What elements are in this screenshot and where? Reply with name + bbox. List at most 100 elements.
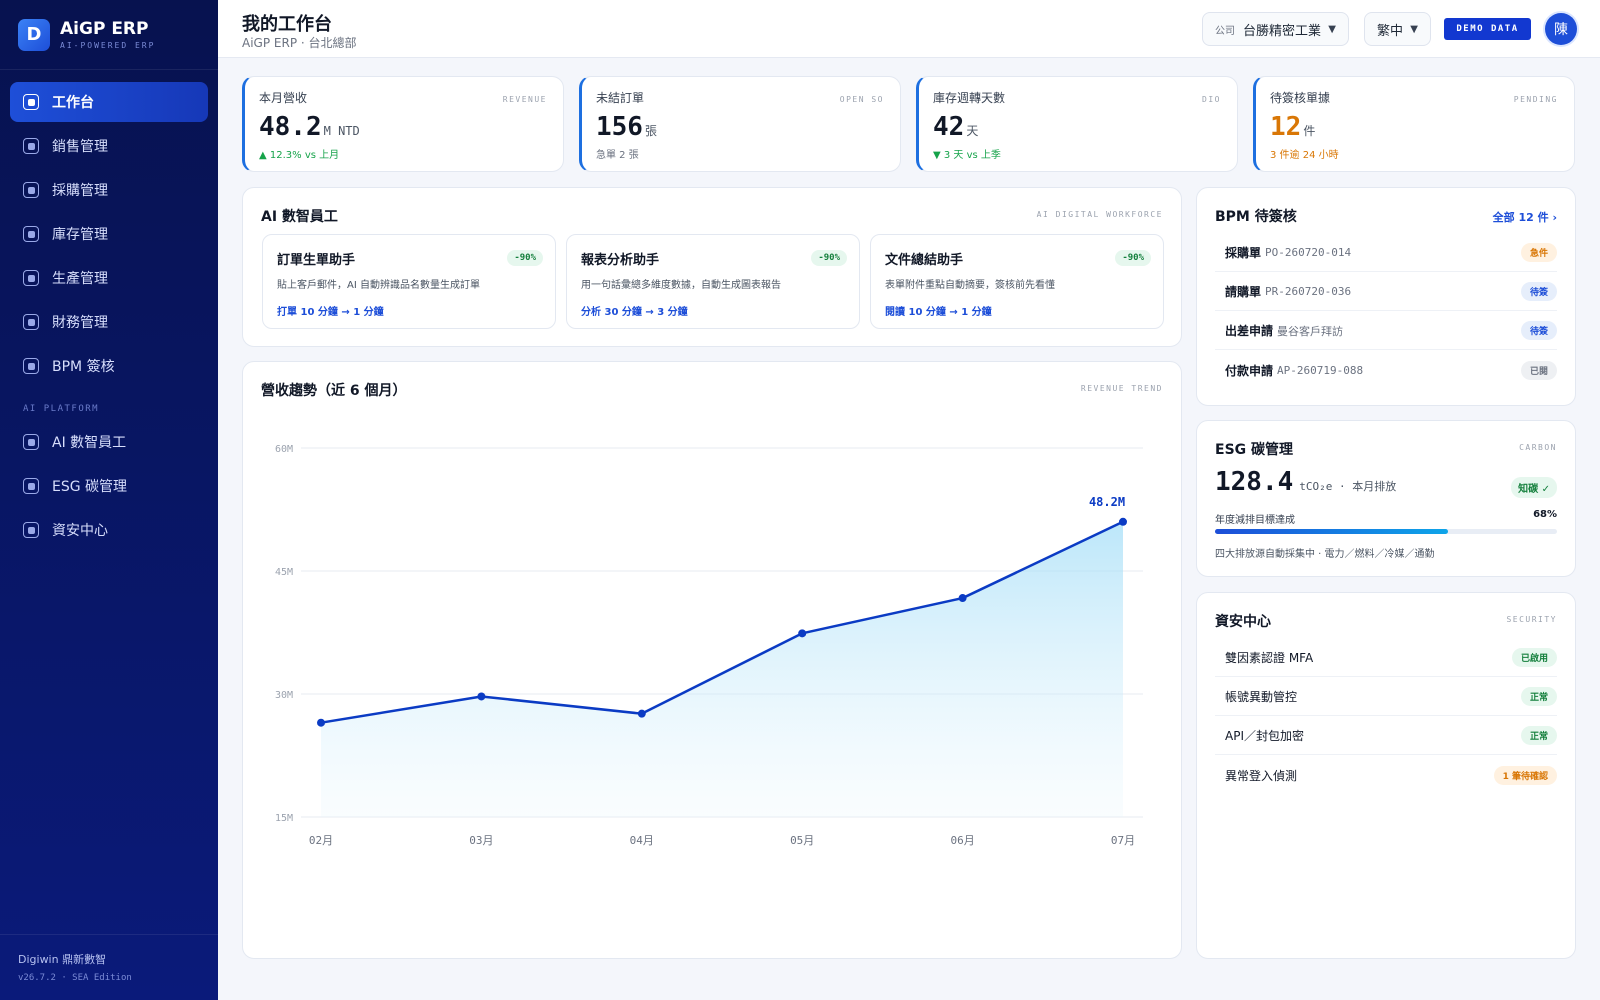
revenue-line (320, 520, 1124, 724)
x-tick-label: 03月 (469, 834, 493, 847)
chart-title: 營收趨勢（近 6 個月） (261, 383, 407, 399)
sidebar-item-esg[interactable]: ESG 碳管理 (10, 466, 208, 506)
company-select[interactable]: 公司 台勝精密工業 ▼ (1202, 12, 1349, 46)
demo-data-badge: DEMO DATA (1444, 18, 1531, 40)
kpi-value: 48.2 (259, 112, 322, 142)
kpi-note: 急單 2 張 (596, 150, 639, 161)
bpm-row[interactable]: 請購單 PR-260720-036 待簽 (1215, 273, 1557, 311)
ai-assistant-report[interactable]: 報表分析助手 -90% 用一句話彙總多維度數據，自動生成圖表報告 分析 30 分… (566, 234, 860, 329)
bpm-row-name: 請購單 (1225, 285, 1262, 299)
x-tick-label: 02月 (309, 834, 333, 847)
bpm-view-all-link[interactable]: 全部 12 件 › (1492, 211, 1557, 224)
security-row[interactable]: 異常登入偵測 1 筆待確認 (1215, 756, 1557, 794)
y-tick-label: 30M (275, 690, 293, 701)
sidebar-item-inventory[interactable]: 庫存管理 (10, 214, 208, 254)
assistant-metric: 分析 30 分鐘 → 3 分鐘 (581, 307, 688, 318)
sidebar-nav: 工作台 銷售管理 採購管理 庫存管理 生產管理 財務管理 BPM 簽核 AI P… (0, 70, 218, 566)
sidebar-item-bpm[interactable]: BPM 簽核 (10, 346, 208, 386)
security-row-label: 雙因素認證 MFA (1225, 651, 1314, 665)
security-row[interactable]: API／封包加密 正常 (1215, 717, 1557, 755)
chart-tag: REVENUE TREND (1080, 384, 1163, 393)
kpi-tag: OPEN SO (839, 95, 884, 104)
x-tick-label: 06月 (950, 834, 974, 847)
bpm-row[interactable]: 出差申請 曼谷客戶拜訪 待簽 (1215, 312, 1557, 350)
sidebar-item-security[interactable]: 資安中心 (10, 510, 208, 550)
footer-company: Digiwin 鼎新數智 (18, 953, 107, 966)
kpi-note: 3 件逾 24 小時 (1270, 150, 1339, 161)
status-badge: 正常 (1520, 687, 1557, 706)
sidebar-item-sales[interactable]: 銷售管理 (10, 126, 208, 166)
avatar[interactable]: 陳 (1545, 13, 1577, 45)
security-row-label: 異常登入偵測 (1225, 768, 1298, 783)
kpi-tag: DIO (1202, 95, 1221, 104)
assistant-desc: 貼上客戶郵件，AI 自動辨識品名數量生成訂單 (277, 280, 480, 291)
ai-assistant-summary[interactable]: 文件總結助手 -90% 表單附件重點自動摘要，簽核前先看懂 閱讀 10 分鐘 →… (870, 234, 1164, 329)
sidebar-item-label: BPM 簽核 (52, 359, 115, 375)
company-select-value: 台勝精密工業 (1243, 23, 1322, 39)
data-point (637, 709, 646, 718)
assistant-name: 文件總結助手 (885, 253, 964, 268)
kpi-unit: 件 (1303, 124, 1316, 138)
kpi-card-open-orders[interactable]: 未結訂單 OPEN SO 156 張 急單 2 張 (579, 76, 901, 172)
assistant-desc: 表單附件重點自動摘要，簽核前先看懂 (885, 280, 1055, 291)
security-row[interactable]: 雙因素認證 MFA 已啟用 (1215, 639, 1557, 677)
sidebar-item-finance[interactable]: 財務管理 (10, 302, 208, 342)
page-subtitle: AiGP ERP · 台北總部 (242, 36, 357, 50)
bpm-row-code: 曼谷客戶拜訪 (1277, 324, 1344, 338)
revenue-trend-chart: 15M 30M 45M 60M 02月 03月 04月 05月 06月 07月 48.2M (275, 444, 1143, 847)
y-tick-label: 15M (275, 813, 293, 824)
kpi-card-revenue[interactable]: 本月營收 REVENUE 48.2 M NTD ▲ 12.3% vs 上月 (242, 76, 564, 172)
esg-icon (23, 478, 39, 494)
assistant-name: 訂單生單助手 (277, 253, 356, 268)
bpm-row-name: 出差申請 (1225, 324, 1274, 338)
kpi-note: ▼ 3 天 vs 上季 (933, 150, 1001, 161)
sidebar-item-purchasing[interactable]: 採購管理 (10, 170, 208, 210)
esg-progress-fill (1215, 529, 1448, 534)
status-badge: 正常 (1520, 726, 1557, 745)
esg-note: 四大排放源自動採集中 · 電力／燃料／冷媒／通勤 (1215, 549, 1435, 560)
footer-version: v26.7.2 · SEA Edition (18, 973, 132, 983)
sidebar-item-label: 資安中心 (52, 523, 108, 539)
security-icon (23, 522, 39, 538)
sidebar-item-label: ESG 碳管理 (52, 479, 128, 495)
status-badge: 急件 (1520, 243, 1557, 262)
top-header: 我的工作台 AiGP ERP · 台北總部 公司 台勝精密工業 ▼ 繁中 ▼ D… (218, 0, 1600, 58)
esg-value: 128.4 (1215, 467, 1294, 497)
finance-icon (23, 314, 39, 330)
sidebar-item-workbench[interactable]: 工作台 (10, 82, 208, 122)
production-icon (23, 270, 39, 286)
bpm-row-name: 付款申請 (1225, 363, 1274, 378)
kpi-unit: 張 (644, 124, 657, 138)
assistant-badge: -90% (811, 250, 847, 266)
kpi-unit: M NTD (323, 124, 360, 138)
kpi-value-row: 48.2 M NTD (259, 112, 549, 142)
bpm-icon (23, 358, 39, 374)
assistant-desc: 用一句話彙總多維度數據，自動生成圖表報告 (581, 280, 781, 291)
status-badge: 1 筆待確認 (1493, 765, 1557, 785)
sidebar-item-production[interactable]: 生產管理 (10, 258, 208, 298)
language-select-value: 繁中 (1377, 23, 1404, 39)
kpi-card-pending[interactable]: 待簽核單據 PENDING 12 件 3 件逾 24 小時 (1253, 76, 1575, 172)
ai-assistant-order[interactable]: 訂單生單助手 -90% 貼上客戶郵件，AI 自動辨識品名數量生成訂單 打單 10… (262, 234, 556, 329)
status-badge: 待簽 (1520, 321, 1557, 340)
brand-name: AiGP ERP (60, 19, 149, 39)
sidebar: D AiGP ERP AI-POWERED ERP 工作台 銷售管理 採購管理 … (0, 0, 218, 1000)
ai-workforce-icon (23, 434, 39, 450)
sidebar-item-label: 工作台 (52, 95, 94, 111)
brand-logo: D (18, 18, 50, 51)
security-card: 資安中心 SECURITY 雙因素認證 MFA 已啟用 帳號異動管控 正常 AP… (1196, 592, 1576, 959)
sidebar-item-ai-workforce[interactable]: AI 數智員工 (10, 422, 208, 462)
language-select[interactable]: 繁中 ▼ (1364, 12, 1431, 46)
brand-tagline: AI-POWERED ERP (60, 41, 156, 50)
brand[interactable]: D AiGP ERP AI-POWERED ERP (0, 0, 218, 70)
kpi-card-dio[interactable]: 庫存週轉天數 DIO 42 天 ▼ 3 天 vs 上季 (916, 76, 1238, 172)
sidebar-item-label: AI 數智員工 (52, 435, 127, 451)
kpi-value: 156 (596, 112, 643, 142)
bpm-row-code: PO-260720-014 (1265, 246, 1352, 259)
revenue-area (321, 521, 1123, 817)
bpm-row[interactable]: 採購單 PO-260720-014 急件 (1215, 234, 1557, 272)
bpm-row[interactable]: 付款申請 AP-260719-088 已閱 (1215, 351, 1557, 389)
security-row[interactable]: 帳號異動管控 正常 (1215, 678, 1557, 716)
nav-section-label: AI PLATFORM (23, 404, 100, 414)
inventory-icon (23, 226, 39, 242)
